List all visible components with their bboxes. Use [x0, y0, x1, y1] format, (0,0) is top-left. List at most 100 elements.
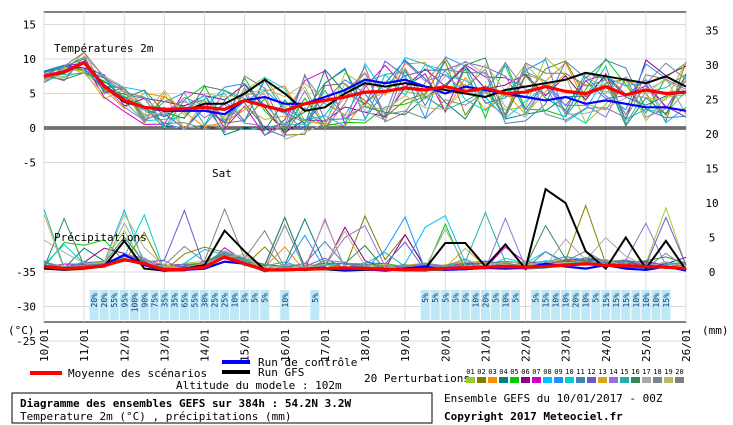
snow-bar	[641, 290, 651, 320]
snow-bar	[89, 290, 99, 320]
snow-prob-label: 15%	[612, 293, 621, 308]
x-tick-label: 20/01	[439, 329, 452, 362]
snow-prob-label: 15%	[622, 293, 631, 308]
snow-bar	[591, 290, 601, 320]
perturbation-legend-swatch	[576, 377, 585, 383]
snow-bar	[561, 290, 571, 320]
left-tick-label: -5	[23, 157, 36, 170]
snow-prob-label: 5%	[441, 293, 450, 303]
right-tick-label: 10	[705, 197, 718, 210]
perturbation-legend-label: 05	[510, 368, 518, 376]
legend-perturb-label: 20 Perturbations	[364, 372, 470, 385]
snow-bar	[581, 290, 591, 320]
snow-bar	[661, 290, 671, 320]
perturbation-legend-swatch	[532, 377, 541, 383]
right-tick-label: 20	[705, 128, 718, 141]
perturbation-legend-swatch	[477, 377, 486, 383]
perturbation-temp-line	[43, 51, 687, 133]
snow-bar	[280, 290, 290, 320]
snow-prob-label: 35%	[160, 293, 169, 308]
snow-bar	[240, 290, 250, 320]
snow-prob-label: 10%	[471, 293, 480, 308]
perturbation-legend-swatch	[499, 377, 508, 383]
snow-prob-label: 25%	[221, 293, 230, 308]
legend-control-label: Run de contrôle	[258, 356, 357, 369]
snow-bar	[601, 290, 611, 320]
perturbation-legend-label: 14	[609, 368, 617, 376]
perturbation-legend-swatch	[510, 377, 519, 383]
x-tick-label: 10/01	[38, 329, 51, 362]
snow-bar	[250, 290, 260, 320]
left-axis-ticks: 15 10 5 0 -5 -25 -30 -35	[16, 19, 36, 349]
x-tick-label: 16/01	[279, 329, 292, 362]
x-tick-label: 12/01	[118, 329, 131, 362]
perturbation-legend-label: 12	[587, 368, 595, 376]
snow-bar	[551, 290, 561, 320]
left-tick-label: 15	[23, 19, 36, 32]
perturbation-legend-label: 20	[675, 368, 683, 376]
snow-prob-label: 10%	[632, 293, 641, 308]
snow-prob-label: 10%	[281, 293, 290, 308]
snow-bar	[571, 290, 581, 320]
snow-prob-label: 25%	[211, 293, 220, 308]
snow-prob-label: 90%	[140, 293, 149, 308]
right-tick-label: 35	[705, 25, 718, 38]
perturbation-legend-swatch	[543, 377, 552, 383]
snow-bar	[510, 290, 520, 320]
snow-bar	[430, 290, 440, 320]
snow-prob-label: 10%	[582, 293, 591, 308]
snow-bar	[621, 290, 631, 320]
snow-bar	[149, 290, 159, 320]
left-tick-label: -30	[16, 301, 36, 314]
snow-bar	[500, 290, 510, 320]
perturbation-legend-swatch	[598, 377, 607, 383]
x-tick-label: 26/01	[680, 329, 693, 362]
mean-temp-line	[43, 60, 687, 113]
perturbation-legend-label: 15	[620, 368, 628, 376]
precip-title: Précipitations	[54, 231, 147, 244]
snow-prob-label: 5%	[461, 293, 470, 303]
snow-prob-label: 5%	[311, 293, 320, 303]
perturbation-legend-swatch	[642, 377, 651, 383]
snow-prob-label: 10%	[501, 293, 510, 308]
legend-mean-label: Moyenne des scénarios	[68, 367, 207, 380]
x-tick-label: 23/01	[560, 329, 573, 362]
footer-run: Ensemble GEFS du 10/01/2017 - 00Z	[444, 392, 663, 405]
perturbation-legend-swatch	[620, 377, 629, 383]
snow-prob-label: 5%	[532, 293, 541, 303]
perturbation-legend-swatch	[609, 377, 618, 383]
footer-title: Diagramme des ensembles GEFS sur 384h : …	[20, 397, 352, 410]
perturbation-legend-swatch	[675, 377, 684, 383]
snow-bar	[169, 290, 179, 320]
perturbation-legend-label: 16	[631, 368, 639, 376]
x-axis-ticks: 10/01 11/01 12/01 13/01 14/01 15/01 16/01 17/01…	[38, 329, 693, 362]
snow-bar	[420, 290, 430, 320]
snow-prob-label: 20%	[100, 293, 109, 308]
perturbation-legend-swatch	[466, 377, 475, 383]
snow-bar	[210, 290, 220, 320]
footer-box	[11, 392, 433, 424]
snow-bar	[129, 290, 139, 320]
left-tick-label: -35	[16, 266, 36, 279]
snow-bar	[480, 290, 490, 320]
snow-bar	[490, 290, 500, 320]
x-tick-label: 14/01	[199, 329, 212, 362]
snow-bar	[260, 290, 270, 320]
right-tick-label: 15	[705, 163, 718, 176]
perturbation-legend-swatch	[521, 377, 530, 383]
footer-subtitle: Temperature 2m (°C) , précipitations (mm…	[20, 410, 292, 423]
snow-prob-label: 75%	[150, 293, 159, 308]
snow-bar	[200, 290, 209, 320]
mean-precip-line	[43, 255, 687, 272]
snow-prob-label: 55%	[190, 293, 199, 308]
x-tick-label: 21/01	[479, 329, 492, 362]
left-tick-label: -25	[16, 335, 36, 348]
snow-bar	[109, 290, 119, 320]
snow-prob-label: 10%	[652, 293, 661, 308]
snow-prob-label: 55%	[110, 293, 119, 308]
snow-prob-label: 15%	[602, 293, 611, 308]
snow-prob-label: 5%	[511, 293, 520, 303]
snow-prob-label: 20%	[572, 293, 581, 308]
perturbation-legend-label: 02	[477, 368, 485, 376]
perturbation-legend-swatch	[653, 377, 662, 383]
